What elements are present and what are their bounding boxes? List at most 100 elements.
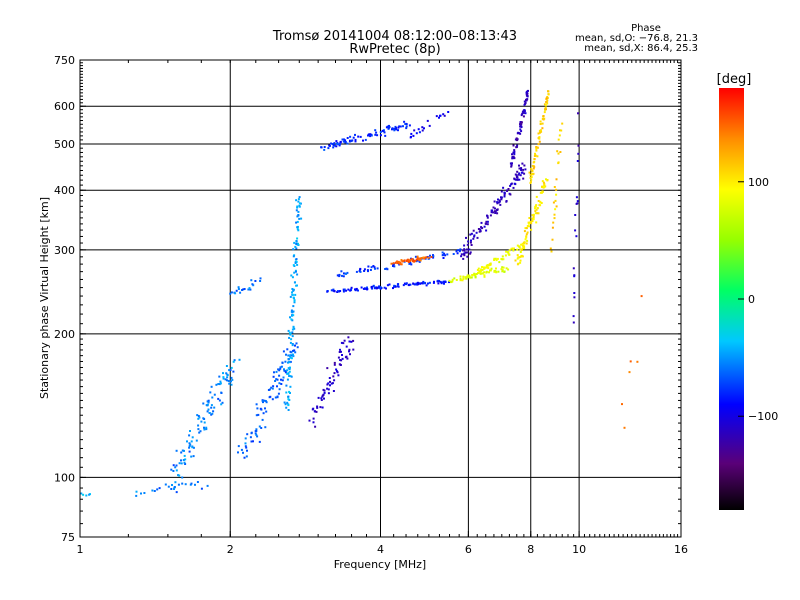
data-point bbox=[314, 425, 317, 428]
data-point bbox=[264, 426, 267, 429]
data-point bbox=[463, 249, 466, 252]
data-point bbox=[525, 235, 528, 238]
data-point bbox=[296, 220, 299, 223]
data-point bbox=[297, 214, 300, 216]
data-point bbox=[401, 260, 404, 263]
data-point bbox=[354, 133, 356, 136]
x-tick-label: 1 bbox=[77, 543, 84, 556]
data-point bbox=[522, 115, 525, 118]
data-point bbox=[290, 318, 293, 321]
data-point bbox=[521, 110, 524, 113]
data-point bbox=[326, 290, 329, 293]
data-point bbox=[519, 128, 522, 131]
data-point bbox=[339, 143, 341, 146]
data-point bbox=[511, 153, 513, 156]
data-point bbox=[577, 152, 580, 155]
data-point bbox=[207, 401, 210, 404]
data-point bbox=[494, 207, 496, 210]
data-point bbox=[230, 380, 232, 383]
data-point bbox=[422, 256, 425, 259]
data-point bbox=[485, 270, 488, 273]
data-point bbox=[375, 287, 378, 290]
data-point bbox=[524, 238, 527, 241]
data-point bbox=[483, 275, 486, 278]
data-point bbox=[572, 321, 575, 324]
data-point bbox=[287, 354, 290, 357]
data-point bbox=[519, 174, 522, 177]
data-point bbox=[507, 188, 510, 190]
data-point bbox=[577, 144, 580, 147]
data-point bbox=[287, 395, 290, 398]
data-point bbox=[501, 266, 504, 269]
data-point bbox=[336, 370, 338, 373]
data-point bbox=[180, 459, 182, 462]
data-point bbox=[411, 260, 414, 263]
data-point bbox=[395, 261, 398, 263]
data-point bbox=[290, 357, 293, 360]
data-point bbox=[365, 288, 368, 290]
data-point bbox=[473, 273, 476, 276]
data-point bbox=[335, 140, 338, 143]
data-point bbox=[255, 428, 258, 431]
data-point bbox=[283, 368, 285, 371]
data-point bbox=[175, 449, 178, 452]
data-point bbox=[296, 263, 299, 266]
data-point bbox=[405, 260, 408, 262]
data-point bbox=[188, 434, 191, 437]
data-point bbox=[472, 237, 475, 240]
data-point bbox=[291, 293, 294, 296]
data-point bbox=[538, 140, 541, 143]
data-point bbox=[291, 328, 294, 331]
data-point bbox=[297, 242, 299, 245]
data-point bbox=[524, 101, 527, 104]
data-point bbox=[417, 283, 419, 286]
data-point bbox=[283, 401, 286, 404]
data-point bbox=[189, 443, 192, 446]
data-point bbox=[466, 255, 469, 258]
data-point bbox=[383, 286, 386, 289]
data-point bbox=[447, 111, 450, 113]
data-point bbox=[296, 273, 299, 276]
data-point bbox=[197, 424, 200, 427]
data-point bbox=[184, 463, 187, 465]
data-point bbox=[172, 464, 175, 467]
data-point bbox=[281, 379, 284, 382]
data-point bbox=[339, 140, 342, 143]
data-point bbox=[510, 165, 513, 168]
data-point bbox=[260, 408, 263, 411]
data-point bbox=[465, 236, 467, 239]
data-point bbox=[392, 128, 395, 130]
data-point bbox=[330, 142, 333, 145]
data-point bbox=[530, 222, 533, 225]
data-point bbox=[338, 351, 341, 353]
data-point bbox=[561, 122, 564, 125]
data-point bbox=[203, 428, 206, 431]
data-point bbox=[287, 329, 290, 332]
data-point bbox=[312, 417, 315, 420]
data-point bbox=[284, 371, 287, 374]
data-point bbox=[333, 144, 336, 147]
data-point bbox=[238, 358, 241, 361]
y-tick-label: 100 bbox=[54, 471, 75, 484]
data-point bbox=[516, 244, 519, 247]
data-point bbox=[522, 245, 525, 248]
data-point bbox=[422, 282, 425, 285]
data-point bbox=[367, 265, 370, 268]
data-point bbox=[489, 214, 492, 217]
data-point bbox=[420, 257, 423, 260]
data-point bbox=[480, 268, 482, 271]
data-point bbox=[576, 202, 579, 205]
data-point bbox=[173, 486, 176, 489]
data-point bbox=[348, 340, 351, 343]
data-point bbox=[337, 374, 340, 377]
data-point bbox=[487, 264, 490, 267]
data-point bbox=[287, 361, 289, 364]
data-point bbox=[278, 369, 281, 372]
data-point bbox=[481, 266, 483, 268]
data-point bbox=[525, 227, 528, 230]
data-point bbox=[355, 270, 358, 273]
data-point bbox=[495, 271, 498, 274]
data-point bbox=[291, 343, 294, 345]
data-point bbox=[240, 448, 243, 451]
data-point bbox=[292, 296, 295, 299]
